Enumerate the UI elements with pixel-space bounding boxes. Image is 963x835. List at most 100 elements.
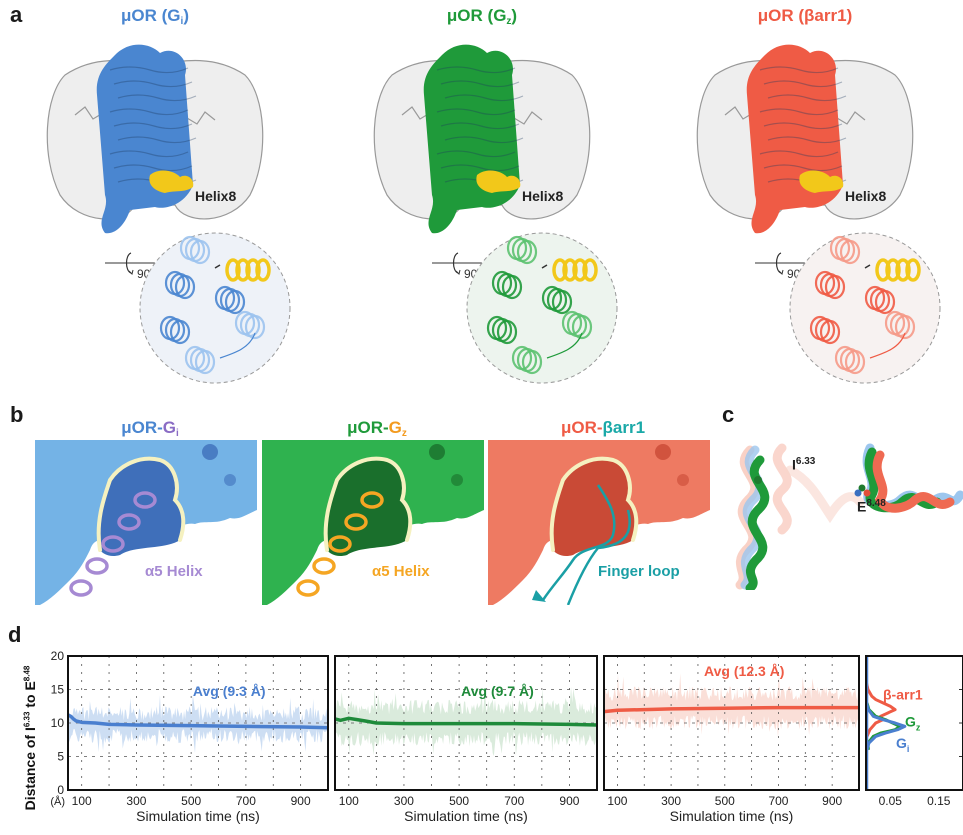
complex-title-sub: i [176,428,179,439]
x-axis-label: Simulation time (ns) [670,808,794,824]
helix-coil [496,319,518,345]
density-ridge [440,164,520,172]
helix-coil [839,239,861,265]
density-ridge [759,66,839,74]
helix8-arrow [541,264,548,269]
loop-segment [869,332,906,359]
rotation-icon [432,252,482,275]
running-average-line [67,713,329,730]
residue-i633-name: I [792,456,796,473]
density-ridge [767,136,847,144]
plot-frame [603,655,860,791]
y-tick-label: 5 [57,750,64,764]
density-ridge [109,108,189,116]
helix-coil [501,274,523,300]
complex-title: μOR-βarr1 [503,418,703,438]
structure-title-main: μOR (βarr1) [757,6,853,25]
surface-pocket [224,474,236,486]
density-curve-0 [865,682,897,737]
top-view-outline [789,232,941,384]
density-ridge [440,122,520,130]
x-tick-label: 500 [449,794,469,808]
cavity-cross-section [488,440,710,605]
density-ridge [440,80,520,88]
helix8-label: Helix8 [195,188,237,204]
structure-title-end: ) [183,6,189,25]
density-ridge [109,66,189,74]
average-annotation: Avg (9.7 Å) [461,683,534,699]
plot-frame [334,655,598,791]
complex-title-partner: G [162,418,176,437]
helix-coil [571,314,593,340]
cavity-cross-section [35,440,257,605]
complex-title: μOR-Gz [277,418,477,439]
helix-ribbons-right [862,443,963,513]
chart-panel-2: 100 300 500 700 900 Simulation time (ns) Avg (… [603,655,860,824]
finger-loop-strand [566,509,631,605]
density-ridge [436,66,516,74]
density-ridge [759,150,839,158]
partner-label: α5 Helix [372,563,430,580]
complex-title-receptor: μOR- [121,418,163,437]
raw-distance-band [68,694,328,753]
helix-coil [169,319,191,345]
y-tick-label: 20 [51,649,65,663]
helix-coil [521,349,543,375]
density-legend-label: Gz [905,713,921,732]
cavity-cross-section [262,440,484,605]
helix8-ribbon [572,258,588,282]
residue-label-i633: I6.33 [792,456,815,473]
density-ridge [436,108,516,116]
alpha5-helix-turn [296,579,320,597]
top-view-outline [139,232,291,384]
residue-i633-atom [754,476,762,484]
residue-e848-name: E [857,498,867,515]
helix8-density [476,170,521,193]
structure-title-sub: i [180,16,184,27]
legend-subscript: z [916,722,921,732]
binding-cavity [551,458,637,557]
x-tick-label: 700 [768,794,788,808]
x-tick-label: 900 [822,794,842,808]
cavity-outline [323,456,413,552]
x-tick-label: 100 [339,794,359,808]
top-view-outline [466,232,618,384]
finger-loop-strand [541,484,616,601]
residue-e848-number: 8.48 [866,498,886,509]
x-tick-label: 500 [715,794,735,808]
rotation-icon [105,252,155,275]
top-view-circle [789,232,941,384]
rotation-arrowhead [455,269,461,275]
helix-coil [174,274,196,300]
density-ridge [763,80,843,88]
alpha5-helix-turn [360,491,384,509]
surface-pocket [677,474,689,486]
helix-coil [874,289,896,315]
panel-label-a: a [10,2,23,27]
plot-frame [67,655,329,791]
y-tick-label: 15 [51,683,65,697]
complex-title-partner: G [388,418,402,437]
residue-i633-number: 6.33 [795,456,816,467]
structure-title-end: ) [511,6,518,25]
alpha5-helix-turn [101,535,125,553]
helix8-arrow [214,264,221,269]
average-annotation: Avg (9.3 Å) [193,683,266,699]
x-tick-label: 300 [126,794,146,808]
structure-title: μOR (Gi) [65,6,245,27]
residue-e848-atom-barr [863,489,871,497]
helix8-label: Helix8 [522,188,564,204]
alpha5-helix-turn [133,491,157,509]
x-tick-label: 100 [72,794,92,808]
helix8-ribbon [895,258,911,282]
helix-coil [551,289,573,315]
alpha5-helix-turn [312,557,336,575]
panel-label-d: d [8,622,22,647]
density-ridge [117,136,197,144]
x-axis-label: Simulation time (ns) [136,808,260,824]
density-ridge [767,94,847,102]
surface-pocket [202,444,218,460]
helix8-density [149,170,194,193]
x-tick-label: 300 [661,794,681,808]
helix8-arrow [864,264,871,269]
